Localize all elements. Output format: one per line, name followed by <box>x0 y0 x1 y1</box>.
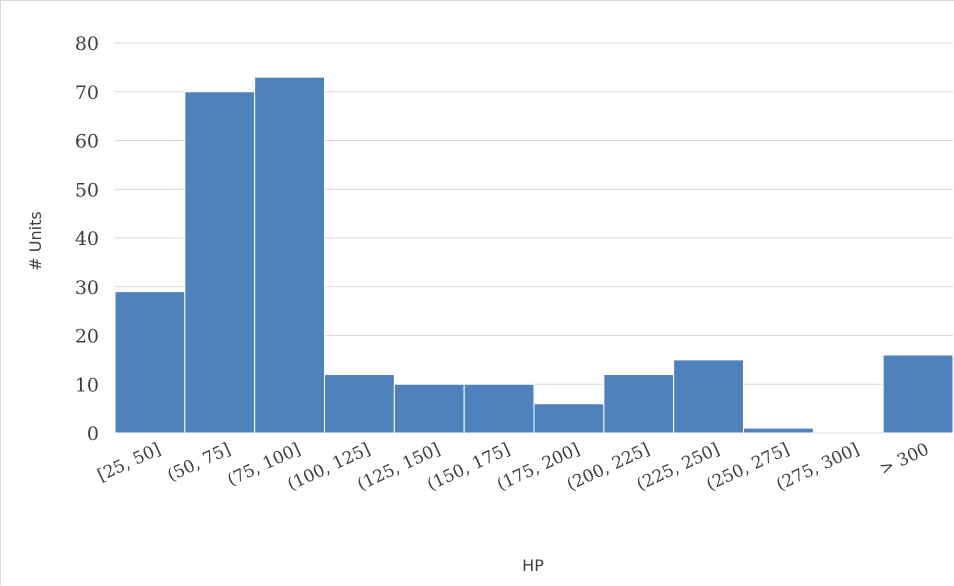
bars <box>114 76 954 434</box>
bar <box>184 91 256 434</box>
x-tick-label: (50, 75] <box>164 439 233 486</box>
y-tick-label: 40 <box>75 228 99 250</box>
y-tick-label: 50 <box>75 179 99 201</box>
bar <box>114 291 186 434</box>
y-tick-label: 80 <box>75 33 99 55</box>
bar <box>882 354 954 434</box>
bar <box>324 374 395 434</box>
x-axis-title: HP <box>522 556 544 575</box>
bar <box>393 383 465 434</box>
bar <box>673 359 745 434</box>
y-tick-label: 60 <box>75 131 99 153</box>
y-tick-label: 70 <box>75 82 99 104</box>
x-tick-label: > 300 <box>877 439 933 479</box>
bar <box>254 76 326 434</box>
y-tick-label: 30 <box>75 277 99 299</box>
y-axis-title: # Units <box>26 211 45 270</box>
bar <box>743 427 814 434</box>
x-tick-label: [25, 50] <box>95 439 164 486</box>
bar <box>603 374 675 434</box>
y-tick-label: 10 <box>75 374 99 396</box>
y-tick-label: 0 <box>87 423 99 445</box>
y-axis-ticks: 0 10 20 30 40 50 60 70 80 <box>75 33 99 445</box>
x-axis-ticks: [25, 50] (50, 75](75, 100](100, 125](125,… <box>95 439 933 495</box>
bar <box>533 403 605 434</box>
bar <box>463 383 535 434</box>
y-tick-label: 20 <box>75 326 99 348</box>
